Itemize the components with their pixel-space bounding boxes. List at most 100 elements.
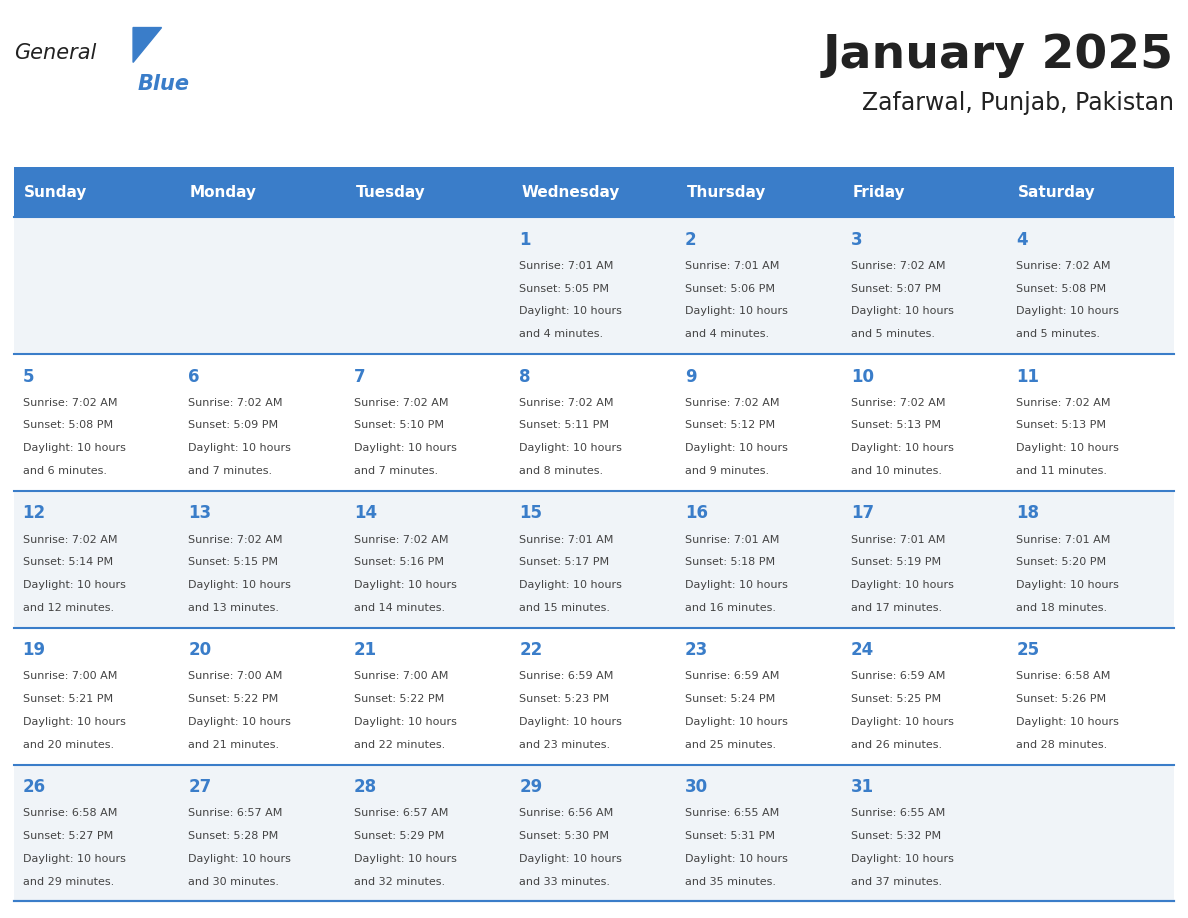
Text: 14: 14 [354,505,377,522]
Text: Daylight: 10 hours: Daylight: 10 hours [23,854,126,864]
Text: 3: 3 [851,230,862,249]
Text: Daylight: 10 hours: Daylight: 10 hours [23,717,126,727]
Text: 16: 16 [685,505,708,522]
Text: Sunset: 5:17 PM: Sunset: 5:17 PM [519,557,609,567]
Text: Sunset: 5:24 PM: Sunset: 5:24 PM [685,694,776,704]
Text: and 4 minutes.: and 4 minutes. [685,329,769,339]
Text: and 26 minutes.: and 26 minutes. [851,740,942,750]
Text: Sunset: 5:21 PM: Sunset: 5:21 PM [23,694,113,704]
Text: Tuesday: Tuesday [355,185,425,199]
Text: General: General [14,43,96,63]
Text: Sunrise: 7:02 AM: Sunrise: 7:02 AM [851,397,946,408]
Text: Sunset: 5:12 PM: Sunset: 5:12 PM [685,420,776,431]
Text: Daylight: 10 hours: Daylight: 10 hours [23,580,126,590]
Text: Daylight: 10 hours: Daylight: 10 hours [685,307,788,317]
Text: and 32 minutes.: and 32 minutes. [354,877,446,887]
Text: 23: 23 [685,642,708,659]
Text: 22: 22 [519,642,543,659]
Text: and 33 minutes.: and 33 minutes. [519,877,611,887]
Text: Monday: Monday [190,185,257,199]
Text: 31: 31 [851,778,874,796]
Text: Sunrise: 6:56 AM: Sunrise: 6:56 AM [519,809,614,818]
Text: 12: 12 [23,505,45,522]
Text: Daylight: 10 hours: Daylight: 10 hours [685,717,788,727]
Text: Sunrise: 7:02 AM: Sunrise: 7:02 AM [1017,261,1111,271]
Text: and 30 minutes.: and 30 minutes. [188,877,279,887]
Text: and 7 minutes.: and 7 minutes. [188,466,272,476]
Text: Sunrise: 7:01 AM: Sunrise: 7:01 AM [685,261,779,271]
Text: Daylight: 10 hours: Daylight: 10 hours [519,307,623,317]
Text: 30: 30 [685,778,708,796]
Text: 24: 24 [851,642,874,659]
Text: Daylight: 10 hours: Daylight: 10 hours [685,854,788,864]
Text: and 5 minutes.: and 5 minutes. [1017,329,1100,339]
Text: Daylight: 10 hours: Daylight: 10 hours [354,854,456,864]
Text: Sunrise: 6:58 AM: Sunrise: 6:58 AM [23,809,116,818]
Text: 13: 13 [188,505,211,522]
Text: Sunrise: 7:01 AM: Sunrise: 7:01 AM [685,534,779,544]
Text: Sunrise: 6:59 AM: Sunrise: 6:59 AM [519,671,614,681]
Text: and 14 minutes.: and 14 minutes. [354,603,446,613]
Text: Daylight: 10 hours: Daylight: 10 hours [23,443,126,453]
Bar [1009,167,1174,217]
Text: 11: 11 [1017,367,1040,386]
Bar [14,167,179,217]
Text: Sunrise: 6:55 AM: Sunrise: 6:55 AM [685,809,779,818]
Text: 7: 7 [354,367,366,386]
Text: and 25 minutes.: and 25 minutes. [685,740,776,750]
Text: Sunset: 5:27 PM: Sunset: 5:27 PM [23,831,113,841]
Text: and 16 minutes.: and 16 minutes. [685,603,776,613]
Text: Daylight: 10 hours: Daylight: 10 hours [188,717,291,727]
Text: Daylight: 10 hours: Daylight: 10 hours [851,717,954,727]
Bar [842,167,1009,217]
Text: Sunrise: 6:57 AM: Sunrise: 6:57 AM [188,809,283,818]
Text: Daylight: 10 hours: Daylight: 10 hours [354,443,456,453]
Text: 19: 19 [23,642,45,659]
Text: Sunrise: 6:58 AM: Sunrise: 6:58 AM [1017,671,1111,681]
Text: Sunset: 5:26 PM: Sunset: 5:26 PM [1017,694,1106,704]
Text: and 20 minutes.: and 20 minutes. [23,740,114,750]
Text: 2: 2 [685,230,696,249]
Text: Sunset: 5:13 PM: Sunset: 5:13 PM [851,420,941,431]
Text: Sunset: 5:09 PM: Sunset: 5:09 PM [188,420,278,431]
Text: Sunset: 5:18 PM: Sunset: 5:18 PM [685,557,776,567]
Bar [14,765,1174,901]
Text: and 7 minutes.: and 7 minutes. [354,466,438,476]
Text: Sunset: 5:19 PM: Sunset: 5:19 PM [851,557,941,567]
Text: and 10 minutes.: and 10 minutes. [851,466,942,476]
Text: Sunset: 5:29 PM: Sunset: 5:29 PM [354,831,444,841]
Text: Sunrise: 7:02 AM: Sunrise: 7:02 AM [851,261,946,271]
Text: Sunrise: 7:00 AM: Sunrise: 7:00 AM [23,671,116,681]
Text: and 12 minutes.: and 12 minutes. [23,603,114,613]
Text: Daylight: 10 hours: Daylight: 10 hours [519,854,623,864]
Text: Daylight: 10 hours: Daylight: 10 hours [851,307,954,317]
Text: 17: 17 [851,505,874,522]
Text: Sunrise: 7:02 AM: Sunrise: 7:02 AM [188,534,283,544]
Bar [677,167,842,217]
Text: Daylight: 10 hours: Daylight: 10 hours [188,854,291,864]
Text: 9: 9 [685,367,696,386]
Text: 8: 8 [519,367,531,386]
Bar [179,167,346,217]
Text: Sunset: 5:08 PM: Sunset: 5:08 PM [23,420,113,431]
Text: Sunset: 5:28 PM: Sunset: 5:28 PM [188,831,278,841]
Text: Sunrise: 7:02 AM: Sunrise: 7:02 AM [685,397,779,408]
Text: 25: 25 [1017,642,1040,659]
Text: Daylight: 10 hours: Daylight: 10 hours [354,580,456,590]
Text: Sunrise: 6:59 AM: Sunrise: 6:59 AM [685,671,779,681]
Text: and 4 minutes.: and 4 minutes. [519,329,604,339]
Text: 29: 29 [519,778,543,796]
Bar [511,167,677,217]
Text: Daylight: 10 hours: Daylight: 10 hours [519,580,623,590]
Text: Sunset: 5:08 PM: Sunset: 5:08 PM [1017,284,1106,294]
Text: Friday: Friday [853,185,905,199]
Text: and 21 minutes.: and 21 minutes. [188,740,279,750]
Text: Zafarwal, Punjab, Pakistan: Zafarwal, Punjab, Pakistan [861,91,1174,115]
Text: Daylight: 10 hours: Daylight: 10 hours [1017,580,1119,590]
Text: Sunrise: 7:01 AM: Sunrise: 7:01 AM [1017,534,1111,544]
Bar [14,354,1174,491]
Text: Sunset: 5:30 PM: Sunset: 5:30 PM [519,831,609,841]
Text: Blue: Blue [138,74,190,95]
Text: 28: 28 [354,778,377,796]
Text: Daylight: 10 hours: Daylight: 10 hours [1017,307,1119,317]
